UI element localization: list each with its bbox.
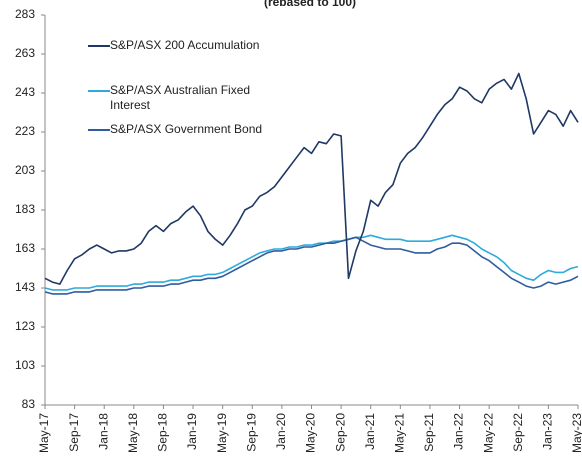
x-tick-label: Jan-23 bbox=[541, 413, 555, 450]
x-tick-label: Sep-19 bbox=[244, 413, 258, 452]
y-tick-label: 123 bbox=[15, 319, 35, 333]
legend-swatch bbox=[88, 90, 110, 92]
x-tick-label: Jan-19 bbox=[185, 413, 199, 450]
y-tick-label: 103 bbox=[15, 358, 35, 372]
y-tick-label: 143 bbox=[15, 280, 35, 294]
series-line bbox=[44, 234, 579, 291]
x-tick-label: May-18 bbox=[126, 413, 140, 453]
x-tick-label: Jan-22 bbox=[452, 413, 466, 450]
x-tick-label: Jan-21 bbox=[363, 413, 377, 450]
series-line bbox=[44, 72, 579, 285]
y-tick-label: 83 bbox=[22, 397, 36, 411]
y-tick-label: 283 bbox=[15, 7, 35, 21]
x-tick-label: Sep-22 bbox=[511, 413, 525, 452]
series-line bbox=[44, 236, 579, 295]
x-tick-label: Jan-20 bbox=[274, 413, 288, 450]
y-tick-label: 203 bbox=[15, 163, 35, 177]
legend-label: S&P/ASX Government Bond bbox=[110, 122, 263, 136]
y-tick-label: 223 bbox=[15, 124, 35, 138]
x-tick-label: Sep-17 bbox=[67, 413, 81, 452]
x-tick-label: May-19 bbox=[215, 413, 229, 453]
legend-swatch bbox=[88, 45, 110, 47]
x-tick-label: May-21 bbox=[393, 413, 407, 453]
x-tick-label: Sep-20 bbox=[333, 413, 347, 452]
x-tick-label: Jan-18 bbox=[96, 413, 110, 450]
x-tick-label: Sep-18 bbox=[156, 413, 170, 452]
x-tick-label: May-22 bbox=[481, 413, 495, 453]
x-tick-label: Sep-21 bbox=[422, 413, 436, 452]
y-tick-label: 163 bbox=[15, 241, 35, 255]
legend-swatch bbox=[88, 129, 110, 131]
legend-label: S&P/ASX Australian Fixed Interest bbox=[110, 83, 251, 112]
legend-entry: S&P/ASX Australian Fixed Interest bbox=[88, 83, 288, 113]
legend-entry: S&P/ASX 200 Accumulation bbox=[88, 38, 288, 53]
y-tick-label: 263 bbox=[15, 46, 35, 60]
chart-subtitle: (rebased to 100) bbox=[264, 0, 356, 9]
y-tick-label: 243 bbox=[15, 85, 35, 99]
legend-label: S&P/ASX 200 Accumulation bbox=[110, 38, 260, 52]
x-tick-label: May-23 bbox=[570, 413, 582, 453]
x-tick-label: May-17 bbox=[37, 413, 51, 453]
legend-entry: S&P/ASX Government Bond bbox=[88, 122, 288, 137]
y-tick-label: 183 bbox=[15, 202, 35, 216]
x-tick-label: May-20 bbox=[304, 413, 318, 453]
